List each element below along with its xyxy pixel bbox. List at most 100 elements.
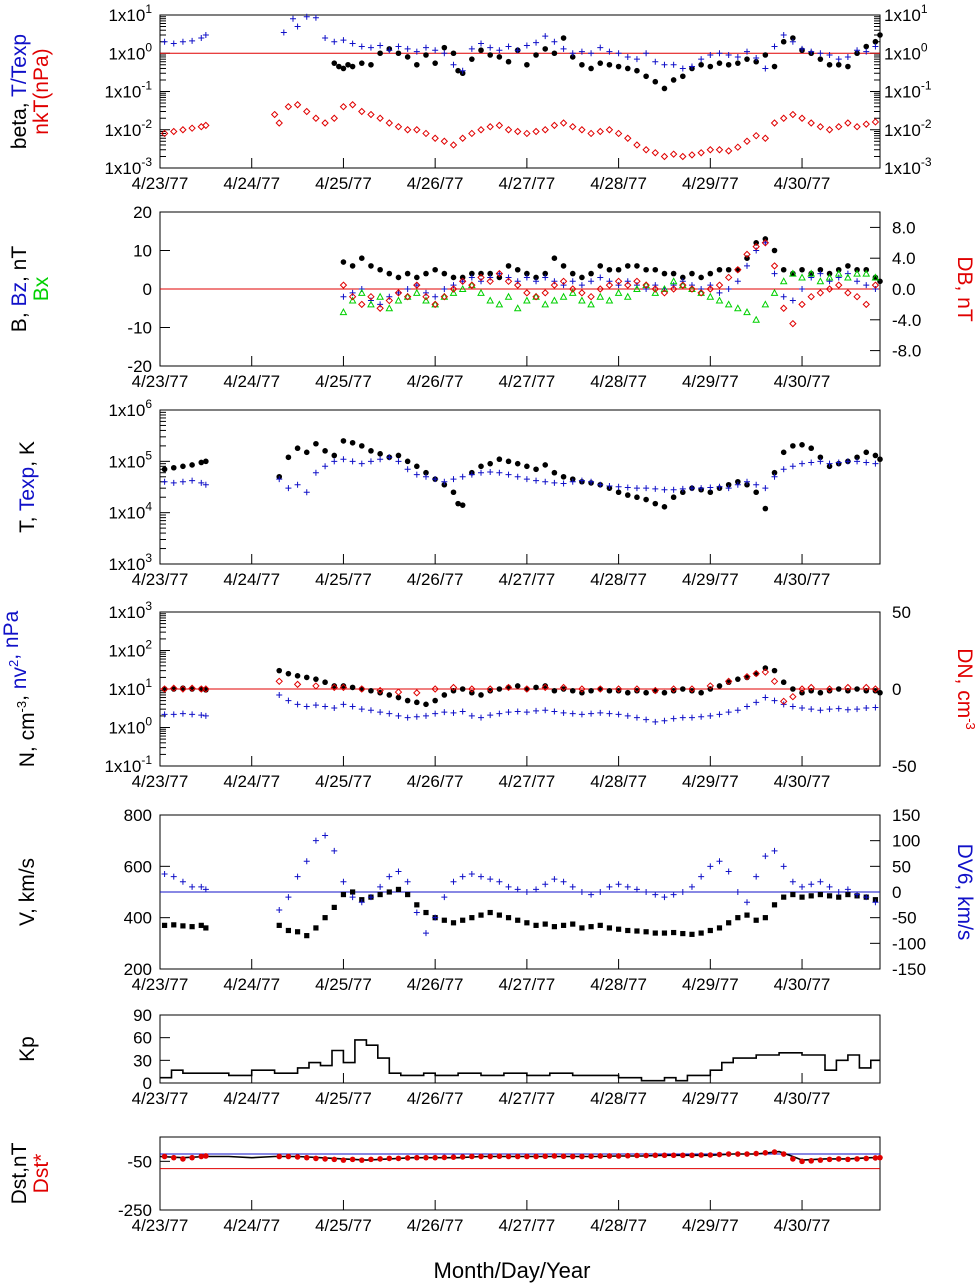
data-point <box>836 894 842 900</box>
data-point <box>753 1150 759 1157</box>
data-point <box>198 459 205 466</box>
data-point <box>634 928 640 934</box>
data-point <box>386 1155 393 1162</box>
data-point <box>322 35 329 42</box>
data-point <box>386 293 393 300</box>
data-point <box>486 277 494 286</box>
data-point <box>524 1153 530 1160</box>
data-point <box>321 119 329 127</box>
data-point <box>422 473 429 480</box>
data-point <box>652 1152 659 1159</box>
data-point <box>671 929 677 936</box>
data-point <box>716 683 723 689</box>
data-point <box>487 52 493 58</box>
data-point <box>606 710 613 717</box>
data-point <box>826 278 833 285</box>
data-point <box>771 902 778 908</box>
data-point <box>422 129 430 138</box>
data-point <box>834 269 843 277</box>
data-point <box>395 458 402 465</box>
data-point <box>698 485 705 492</box>
data-point <box>725 868 732 875</box>
data-point <box>414 1154 420 1161</box>
data-point <box>643 286 650 292</box>
data-point <box>707 484 714 491</box>
data-point <box>313 676 319 682</box>
data-point <box>468 871 475 878</box>
data-point <box>570 921 576 927</box>
panel-kp: 90 60 30 04/23/77 4/24/77 4/25/77 4/26/77 4/27/… <box>16 1006 881 1108</box>
y-tick-label-right: -50 <box>892 909 917 928</box>
data-point <box>707 927 713 934</box>
data-point <box>724 147 733 155</box>
data-point <box>615 266 622 273</box>
data-point <box>807 119 815 127</box>
data-point <box>487 468 494 475</box>
data-point <box>670 687 677 694</box>
data-point <box>423 52 429 58</box>
data-point <box>331 458 338 465</box>
data-point <box>771 270 778 277</box>
y-axis-label-segment: , K <box>16 441 39 467</box>
data-point <box>606 48 613 55</box>
data-point <box>771 473 778 480</box>
data-point <box>780 1151 787 1157</box>
data-point <box>303 703 310 710</box>
data-point <box>202 685 210 693</box>
data-point <box>533 274 539 281</box>
data-point <box>294 701 301 708</box>
data-point <box>652 930 658 936</box>
data-point <box>377 301 384 308</box>
data-point <box>551 469 558 476</box>
data-point <box>340 891 347 898</box>
y-tick-label: -50 <box>127 1152 152 1171</box>
data-point <box>414 902 420 908</box>
x-tick-label: 4/28/77 <box>590 772 647 791</box>
data-point <box>385 296 394 305</box>
data-point <box>633 56 640 63</box>
data-point <box>808 48 815 55</box>
data-point <box>753 240 759 246</box>
data-point <box>735 1151 741 1157</box>
data-point <box>615 687 622 694</box>
x-tick-label: 4/25/77 <box>315 174 372 193</box>
data-point <box>275 677 283 686</box>
x-tick-label: 4/25/77 <box>315 772 372 791</box>
data-point <box>532 127 540 136</box>
data-point <box>689 687 695 694</box>
y-axis-label-segment: T/Texp <box>8 34 31 97</box>
data-point <box>606 883 613 890</box>
x-tick-label: 4/23/77 <box>132 772 189 791</box>
y-tick-label: 1x106 <box>108 397 152 420</box>
x-tick-label: 4/29/77 <box>682 772 739 791</box>
data-point <box>734 143 742 151</box>
data-point <box>781 894 787 900</box>
x-tick-label: 4/27/77 <box>499 174 556 193</box>
y-tick-exponent: 0 <box>921 40 928 54</box>
y-tick-label: 1x105 <box>108 448 152 471</box>
data-point <box>670 494 677 501</box>
data-point <box>377 451 383 457</box>
data-point <box>432 60 438 66</box>
data-point <box>633 485 640 492</box>
data-point <box>404 697 411 704</box>
data-point <box>799 705 806 712</box>
data-point <box>523 296 531 304</box>
data-point <box>779 114 788 122</box>
data-point <box>798 114 806 122</box>
data-point <box>670 715 677 722</box>
data-point <box>779 697 788 706</box>
y-tick-exponent: 1 <box>145 676 152 690</box>
data-point <box>170 711 177 718</box>
data-point <box>180 923 186 929</box>
data-point <box>734 889 741 895</box>
x-tick-label: 4/23/77 <box>132 570 189 589</box>
data-point <box>170 873 177 880</box>
data-point <box>459 278 466 285</box>
data-point <box>615 711 622 718</box>
data-point <box>680 489 686 496</box>
x-tick-label: 4/26/77 <box>407 975 464 994</box>
data-point <box>569 278 576 285</box>
data-point <box>624 689 631 696</box>
y-tick-label: -250 <box>118 1201 152 1220</box>
